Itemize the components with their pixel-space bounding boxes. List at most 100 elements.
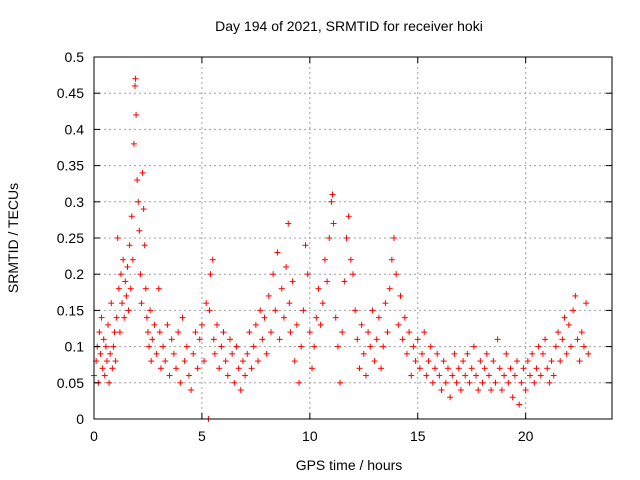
data-point: [135, 198, 142, 205]
data-point: [419, 350, 426, 357]
data-point: [585, 350, 592, 357]
data-point: [120, 256, 127, 263]
data-point: [354, 336, 361, 343]
data-point: [442, 379, 449, 386]
data-point: [194, 365, 201, 372]
data-point: [477, 358, 484, 365]
data-point: [427, 343, 434, 350]
data-point: [285, 220, 292, 227]
data-point: [185, 372, 192, 379]
data-point: [214, 321, 221, 328]
data-point: [347, 256, 354, 263]
data-point: [434, 350, 441, 357]
y-tick-label: 0.05: [57, 375, 84, 391]
data-point: [369, 307, 376, 314]
data-point: [561, 314, 568, 321]
data-point: [105, 321, 112, 328]
data-point: [429, 379, 436, 386]
data-point: [352, 307, 359, 314]
data-point: [280, 314, 287, 321]
data-point: [267, 329, 274, 336]
y-tick-label: 0.35: [57, 158, 84, 174]
data-point: [107, 350, 114, 357]
data-point: [121, 314, 128, 321]
data-point: [140, 206, 147, 213]
data-point: [211, 350, 218, 357]
data-point: [289, 278, 296, 285]
data-point: [522, 387, 529, 394]
data-point: [97, 350, 104, 357]
data-point: [421, 329, 428, 336]
data-point: [550, 372, 557, 379]
data-point: [278, 285, 285, 292]
data-point: [203, 300, 210, 307]
data-point: [119, 300, 126, 307]
data-point: [311, 343, 318, 350]
data-point: [102, 343, 109, 350]
data-point: [529, 350, 536, 357]
data-point: [557, 358, 564, 365]
data-point: [220, 329, 227, 336]
data-point: [423, 372, 430, 379]
data-point: [143, 314, 150, 321]
data-point: [462, 372, 469, 379]
data-point: [360, 350, 367, 357]
data-point: [384, 329, 391, 336]
data-point: [175, 329, 182, 336]
data-point: [270, 271, 277, 278]
data-point: [503, 350, 510, 357]
data-point: [539, 350, 546, 357]
data-point: [563, 350, 570, 357]
data-point: [218, 343, 225, 350]
data-point: [548, 358, 555, 365]
data-points: [91, 75, 592, 422]
data-point: [358, 321, 365, 328]
x-axis-label: GPS time / hours: [296, 457, 403, 473]
data-point: [339, 329, 346, 336]
data-point: [460, 358, 467, 365]
data-point: [488, 387, 495, 394]
data-point: [559, 336, 566, 343]
data-point: [416, 365, 423, 372]
data-point: [162, 358, 169, 365]
data-point: [576, 358, 583, 365]
data-point: [546, 379, 553, 386]
data-point: [246, 329, 253, 336]
data-point: [507, 365, 514, 372]
data-point: [444, 365, 451, 372]
data-point: [375, 314, 382, 321]
data-point: [345, 213, 352, 220]
data-point: [531, 379, 538, 386]
data-point: [341, 278, 348, 285]
data-point: [391, 235, 398, 241]
data-point: [293, 321, 300, 328]
data-point: [265, 292, 272, 299]
data-point: [130, 140, 137, 147]
data-point: [149, 336, 156, 343]
data-point: [518, 379, 525, 386]
y-tick-label: 0: [76, 411, 84, 427]
data-point: [179, 314, 186, 321]
data-point: [406, 329, 413, 336]
data-point: [188, 387, 195, 394]
data-point: [201, 358, 208, 365]
data-point: [156, 329, 163, 336]
data-point: [555, 329, 562, 336]
data-point: [177, 379, 184, 386]
data-point: [449, 372, 456, 379]
data-point: [134, 177, 141, 184]
data-point: [329, 191, 336, 198]
data-point: [464, 350, 471, 357]
y-tick-label: 0.4: [65, 121, 85, 137]
data-point: [166, 372, 173, 379]
y-tick-label: 0.2: [65, 266, 85, 282]
y-axis-label: SRMTID / TECUs: [5, 183, 21, 293]
data-point: [324, 278, 331, 285]
data-point: [147, 307, 154, 314]
data-point: [481, 365, 488, 372]
data-point: [111, 329, 118, 336]
data-point: [155, 285, 162, 292]
data-point: [410, 343, 417, 350]
data-point: [144, 329, 151, 336]
data-point: [533, 365, 540, 372]
